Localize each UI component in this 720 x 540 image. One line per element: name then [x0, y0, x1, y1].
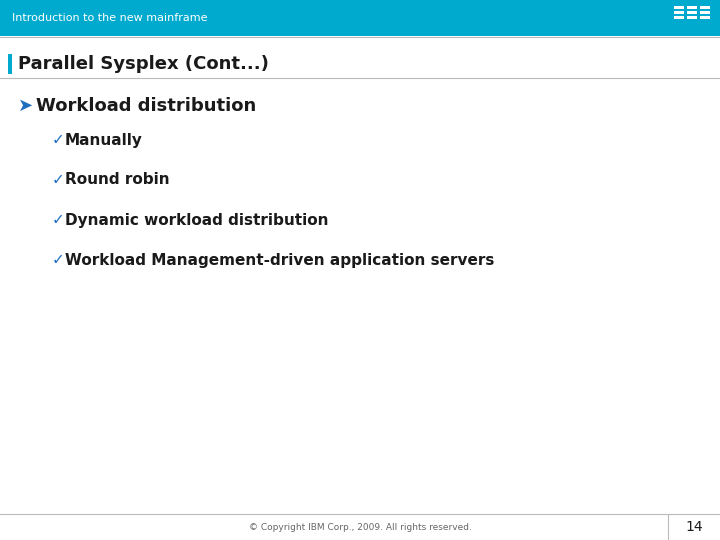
Text: Dynamic workload distribution: Dynamic workload distribution [65, 213, 328, 227]
Bar [687, 11, 697, 14]
Bar [674, 11, 684, 14]
Text: ✓: ✓ [52, 132, 65, 147]
Bar [687, 6, 697, 9]
Bar [674, 16, 684, 19]
Bar [700, 16, 710, 19]
Text: Workload distribution: Workload distribution [36, 97, 256, 115]
Text: Manually: Manually [65, 132, 143, 147]
Text: Introduction to the new mainframe: Introduction to the new mainframe [12, 13, 207, 23]
Text: ➤: ➤ [18, 97, 33, 115]
Bar [8, 54, 12, 74]
Bar [700, 11, 710, 14]
Bar [674, 6, 684, 9]
Bar [0, 0, 720, 36]
Text: Parallel Sysplex (Cont...): Parallel Sysplex (Cont...) [18, 55, 269, 73]
Text: Workload Management-driven application servers: Workload Management-driven application s… [65, 253, 495, 267]
Text: Round robin: Round robin [65, 172, 170, 187]
Text: ✓: ✓ [52, 253, 65, 267]
Text: 14: 14 [685, 520, 703, 534]
Text: ✓: ✓ [52, 172, 65, 187]
Bar [687, 16, 697, 19]
Bar [700, 6, 710, 9]
Text: © Copyright IBM Corp., 2009. All rights reserved.: © Copyright IBM Corp., 2009. All rights … [248, 523, 472, 531]
Text: ✓: ✓ [52, 213, 65, 227]
